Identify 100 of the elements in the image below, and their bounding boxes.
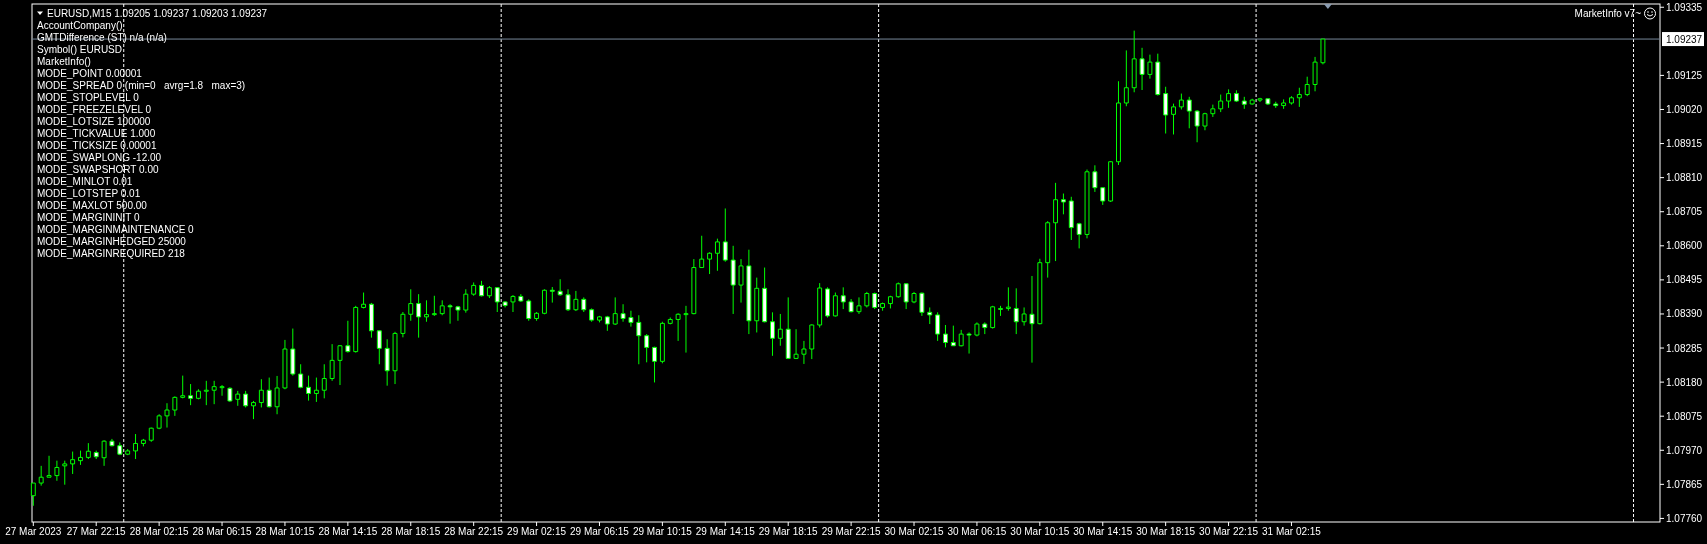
x-tick-label: 27 Mar 22:15 (66, 526, 127, 537)
x-tick-label: 28 Mar 06:15 (192, 526, 252, 537)
candlestick (235, 390, 241, 407)
annotation: MODE_FREEZELEVEL 0 (37, 104, 152, 115)
candlestick (1186, 96, 1192, 129)
candlestick (943, 324, 948, 348)
candlestick (1265, 98, 1271, 106)
candlestick (321, 363, 327, 399)
candlestick (479, 280, 484, 297)
annotation: MODE_TICKSIZE 0.00001 (37, 140, 157, 151)
candlestick (801, 340, 807, 365)
annotation: MarketInfo() (37, 56, 91, 67)
candlestick (439, 299, 445, 316)
candlestick (880, 302, 886, 312)
candlestick (887, 295, 893, 309)
candlestick (911, 291, 917, 304)
candlestick (133, 433, 138, 460)
candlestick (1108, 160, 1114, 203)
x-tick-label: 27 Mar 2023 (5, 526, 62, 537)
candlestick (864, 291, 870, 308)
candlestick (1218, 94, 1224, 113)
candlestick (298, 363, 304, 389)
candlestick (903, 282, 909, 310)
x-tick-label: 29 Mar 14:15 (695, 526, 756, 537)
candlestick (1257, 97, 1263, 103)
candlestick (581, 296, 587, 313)
candlestick (38, 465, 44, 487)
candlestick (895, 281, 901, 299)
candlestick (597, 315, 602, 323)
candlestick (777, 313, 783, 347)
candlestick (754, 277, 760, 333)
x-tick-label: 29 Mar 02:15 (507, 526, 567, 537)
candlestick (424, 299, 429, 323)
annotation: MODE_TICKVALUE 1.000 (37, 128, 156, 139)
x-tick-label: 30 Mar 10:15 (1010, 526, 1070, 537)
candlestick (785, 296, 791, 360)
candlestick (1210, 104, 1216, 118)
candlestick (1037, 258, 1043, 325)
candlestick (416, 293, 422, 339)
candlestick (1045, 220, 1051, 279)
candlestick (188, 383, 194, 406)
candlestick (1100, 187, 1106, 206)
y-tick-label: 1.09335 (1666, 1, 1703, 13)
candlestick (770, 311, 775, 357)
candlestick (125, 448, 131, 456)
candlestick (148, 427, 154, 443)
candlestick (1021, 306, 1027, 327)
candlestick (1155, 53, 1161, 97)
candlestick (70, 451, 76, 475)
candlestick (1060, 193, 1066, 215)
annotation: AccountCompany() (37, 20, 123, 31)
candlestick (1131, 30, 1137, 93)
candlestick (1273, 101, 1279, 109)
candlestick (251, 400, 256, 420)
candlestick (408, 288, 414, 322)
chart-title: EURUSD,M15 1.09205 1.09237 1.09203 1.09237 (47, 7, 268, 19)
candlestick (707, 251, 713, 275)
candlestick (392, 331, 398, 385)
y-tick-label: 1.08600 (1666, 240, 1703, 252)
candlestick (628, 310, 634, 328)
y-tick-label: 1.08180 (1666, 376, 1703, 388)
candlestick (471, 281, 477, 297)
x-tick-label: 28 Mar 14:15 (318, 526, 378, 537)
candlestick (604, 315, 610, 332)
y-tick-label: 1.07865 (1666, 478, 1703, 490)
candlestick (1312, 56, 1318, 92)
candlestick (282, 339, 288, 390)
candlestick (691, 258, 697, 315)
candlestick (746, 249, 752, 335)
x-tick-label: 29 Mar 22:15 (821, 526, 882, 537)
candlestick (541, 288, 547, 315)
candlestick (612, 296, 618, 326)
candlestick (1092, 164, 1098, 193)
y-tick-label: 1.08495 (1666, 274, 1703, 286)
candlestick (1202, 112, 1208, 131)
candlestick (78, 450, 83, 466)
y-tick-label: 1.07760 (1666, 512, 1703, 524)
candlestick (306, 375, 311, 402)
candlestick (1116, 80, 1121, 166)
candlestick (1029, 275, 1035, 364)
candlestick (384, 338, 390, 387)
x-tick-label: 30 Mar 06:15 (947, 526, 1007, 537)
annotation: MODE_POINT 0.00001 (37, 68, 143, 79)
candlestick (714, 238, 720, 272)
candlestick (730, 245, 736, 315)
candlestick (1013, 287, 1019, 335)
annotation: MODE_LOTSIZE 100000 (37, 116, 151, 127)
candlestick (345, 320, 351, 354)
x-tick-label: 30 Mar 18:15 (1136, 526, 1196, 537)
candlestick (762, 267, 768, 323)
candlestick (1233, 89, 1239, 103)
candlestick (958, 329, 964, 347)
x-tick-label: 30 Mar 14:15 (1073, 526, 1133, 537)
candlestick (982, 321, 988, 335)
candlestick (793, 328, 799, 360)
candlestick (998, 305, 1003, 317)
candlestick (329, 343, 335, 382)
y-tick-label: 1.08810 (1666, 172, 1703, 184)
annotation: MODE_LOTSTEP 0.01 (37, 188, 141, 199)
candlestick (667, 317, 673, 325)
